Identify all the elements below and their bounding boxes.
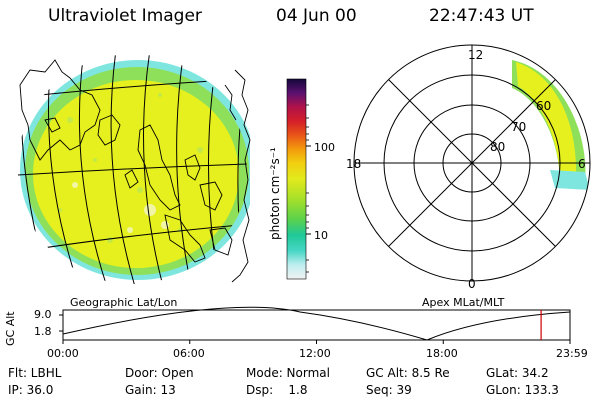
info-gain: Gain: 13	[125, 383, 176, 397]
orbit-xtick-1200: 12:00	[299, 347, 331, 360]
orbit-ymax: 9.0	[34, 308, 52, 321]
info-glon: GLon: 133.3	[486, 383, 559, 397]
polar-plot: 12 18 6 0 80 70 60	[346, 44, 591, 291]
orbit-xtick-2359: 23:59	[556, 347, 588, 360]
mlt-label-18: 18	[346, 157, 361, 171]
geographic-image	[17, 54, 251, 284]
orbit-xtick-0000: 00:00	[47, 347, 79, 360]
time-label: 22:47:43 UT	[429, 6, 534, 26]
colorbar-tick-10: 10	[314, 229, 328, 242]
info-dsp: Dsp: 1.8	[246, 383, 308, 397]
instrument-title: Ultraviolet Imager	[48, 6, 202, 26]
info-gc-alt: GC Alt: 8.5 Re	[366, 366, 450, 380]
apex-caption: Apex MLat/MLT	[422, 296, 505, 309]
info-ip: IP: 36.0	[8, 383, 54, 397]
date-label: 04 Jun 00	[276, 6, 357, 26]
info-seq: Seq: 39	[366, 383, 412, 397]
info-filter: Flt: LBHL	[8, 366, 62, 380]
mlat-label-80: 80	[490, 140, 505, 154]
colorbar: 100 10 photon cm⁻²s⁻¹	[268, 78, 335, 280]
mlt-label-6: 6	[578, 157, 586, 171]
colorbar-tick-100: 100	[314, 141, 335, 154]
orbit-altitude-curve	[62, 306, 571, 341]
orbit-ymin: 1.8	[34, 325, 52, 338]
mlt-label-0: 0	[468, 277, 476, 291]
colorbar-unit-label: photon cm⁻²s⁻¹	[268, 147, 282, 240]
info-glat: GLat: 34.2	[486, 366, 549, 380]
geographic-caption: Geographic Lat/Lon	[70, 296, 178, 309]
orbit-ylabel: GC Alt	[4, 311, 17, 346]
mlt-label-12: 12	[468, 48, 483, 62]
orbit-altitude-plot	[59, 306, 571, 344]
info-mode: Mode: Normal	[246, 366, 330, 380]
mlat-label-70: 70	[511, 120, 526, 134]
colorbar-gradient	[286, 78, 307, 280]
mlat-label-60: 60	[536, 99, 551, 113]
orbit-xtick-1800: 18:00	[426, 347, 458, 360]
orbit-xtick-0600: 06:00	[173, 347, 205, 360]
info-door: Door: Open	[125, 366, 194, 380]
